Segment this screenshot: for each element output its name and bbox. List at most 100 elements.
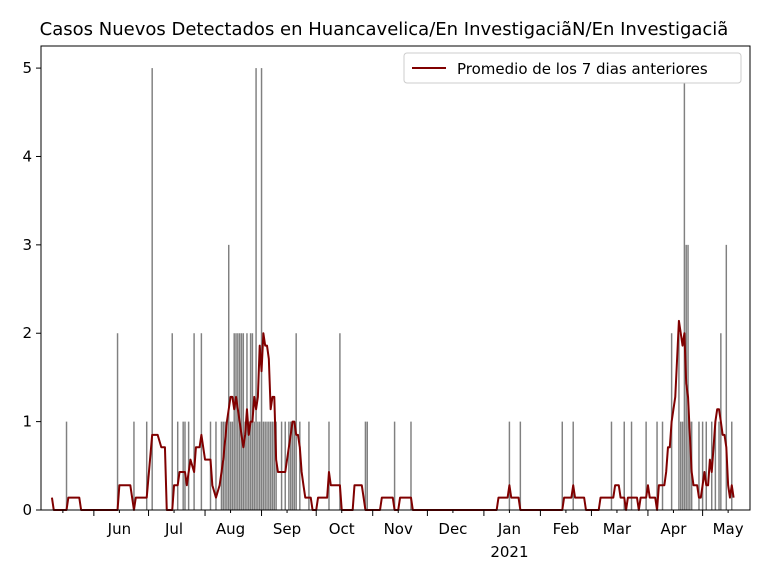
bar-series (65, 68, 733, 511)
bar (145, 421, 148, 510)
bar (295, 333, 297, 510)
x-tick-label: Jan (497, 520, 521, 538)
bar (271, 421, 274, 510)
plot-border (40, 45, 751, 511)
average-line (50, 319, 735, 511)
x-tick-label: Apr (660, 520, 687, 538)
bar (364, 421, 367, 510)
bar (308, 421, 310, 510)
bar (291, 421, 294, 510)
x-tick-label: Jul (164, 520, 183, 538)
bar (678, 333, 680, 510)
bar (65, 421, 68, 510)
x-tick-label: Dec (438, 520, 467, 538)
y-tick-label: 4 (22, 147, 32, 165)
bar (242, 333, 245, 510)
bar (193, 333, 195, 510)
bar (260, 68, 263, 510)
bar (714, 421, 717, 510)
bar (231, 421, 234, 510)
bar (288, 421, 290, 510)
bar (725, 244, 728, 511)
bar (656, 421, 658, 510)
bar (645, 421, 647, 510)
bar (257, 421, 259, 510)
bar (508, 421, 511, 510)
x-tick-label: Nov (384, 520, 413, 538)
bar (237, 333, 239, 510)
y-tick-label: 5 (22, 59, 32, 77)
bar (235, 333, 237, 510)
bar (273, 421, 276, 510)
bar (299, 421, 301, 510)
bar (226, 421, 228, 510)
bar (561, 421, 563, 510)
bar (266, 421, 268, 510)
bar (680, 421, 682, 510)
bar (171, 333, 173, 510)
bar (689, 421, 691, 510)
bar (705, 421, 707, 510)
bar (630, 421, 633, 510)
y-tick-label: 1 (22, 413, 32, 431)
bar (182, 421, 184, 510)
x-tick-label: Sep (273, 520, 301, 538)
bar (687, 244, 689, 511)
moving-average-series (50, 319, 735, 511)
bar (610, 421, 613, 510)
y-axis: 0 1 2 3 4 5 (22, 59, 41, 519)
x-tick-label: Jun (107, 520, 131, 538)
bar (184, 421, 186, 510)
bar (224, 421, 226, 510)
bar (661, 421, 664, 510)
bar (328, 421, 330, 510)
bar (133, 421, 135, 510)
bar (393, 421, 396, 510)
bar (623, 421, 625, 510)
legend: Promedio de los 7 dias anteriores (403, 52, 742, 84)
x-tick-label: Mar (603, 520, 632, 538)
bar (264, 421, 266, 510)
bar (215, 421, 217, 510)
x-year-label: 2021 (490, 543, 528, 561)
bar (339, 333, 341, 510)
bar (233, 333, 235, 510)
bar (240, 333, 243, 510)
bar (293, 421, 296, 510)
bar (262, 421, 265, 510)
bar (228, 244, 230, 511)
bar (151, 68, 153, 510)
bar (410, 421, 412, 510)
bar (701, 421, 704, 510)
bar (229, 421, 232, 510)
bar (683, 68, 686, 510)
x-tick-label: May (713, 520, 744, 538)
bar (268, 421, 270, 510)
bar (269, 421, 272, 510)
chart-title: Casos Nuevos Detectados en Huancavelica/… (40, 19, 729, 40)
bar (731, 421, 733, 510)
bar (519, 421, 522, 510)
bar (244, 421, 246, 510)
bar (681, 421, 684, 510)
bar (718, 421, 720, 510)
bar (116, 333, 119, 510)
bar (698, 421, 700, 510)
x-tick-label: Aug (216, 520, 245, 538)
legend-label: Promedio de los 7 dias anteriores (457, 60, 708, 78)
y-tick-label: 3 (22, 236, 32, 254)
x-tick-label: Feb (553, 520, 580, 538)
plot-frame (40, 45, 751, 511)
y-tick-label: 0 (22, 501, 32, 519)
bar (248, 421, 250, 510)
bar (289, 421, 292, 510)
legend-box (403, 52, 742, 84)
y-tick-label: 2 (22, 324, 32, 342)
bar (253, 421, 255, 510)
bar (258, 421, 261, 510)
bar (572, 421, 574, 510)
bar (255, 68, 257, 510)
x-tick-label: Oct (329, 520, 355, 538)
x-axis: Jun Jul Aug Sep Oct Nov Dec Jan Feb Mar Apr May 2021 (62, 510, 744, 561)
